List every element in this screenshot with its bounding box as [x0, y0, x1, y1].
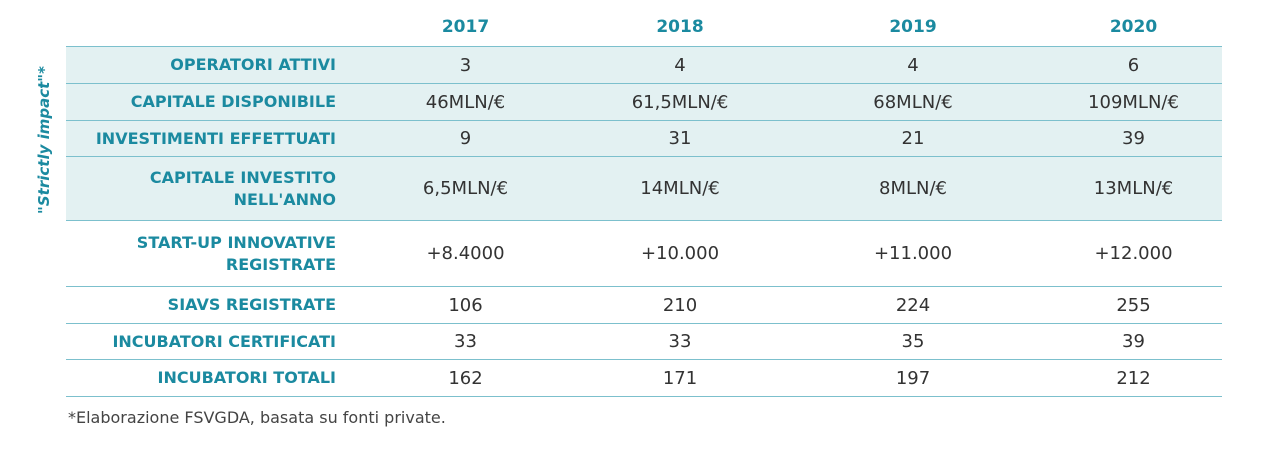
table-row: INCUBATORI TOTALI 162 171 197 212: [66, 359, 1222, 397]
row-label: INCUBATORI CERTIFICATI: [66, 323, 352, 360]
cell-value: 4: [781, 46, 1045, 84]
cell-value: 33: [352, 323, 579, 360]
cell-value: 171: [579, 359, 781, 397]
row-label: INVESTIMENTI EFFETTUATI: [66, 120, 352, 157]
cell-value: 39: [1045, 323, 1222, 360]
year-header: 2019: [889, 16, 937, 37]
table-row: START-UP INNOVATIVE REGISTRATE +8.4000 +…: [66, 220, 1222, 287]
cell-value: 4: [579, 46, 781, 84]
year-header: 2020: [1109, 16, 1158, 37]
cell-value: 9: [352, 120, 579, 157]
row-label: SIAVS REGISTRATE: [66, 286, 352, 324]
table-row: INCUBATORI CERTIFICATI 33 33 35 39: [66, 323, 1222, 360]
cell-value: 109MLN/€: [1045, 83, 1222, 121]
cell-value: 210: [579, 286, 781, 324]
cell-value: 8MLN/€: [781, 156, 1045, 221]
cell-value: 39: [1045, 120, 1222, 157]
row-label: START-UP INNOVATIVE REGISTRATE: [66, 220, 352, 287]
row-label: INCUBATORI TOTALI: [66, 359, 352, 397]
table-row: INVESTIMENTI EFFETTUATI 9 31 21 39: [66, 120, 1222, 157]
table-row: SIAVS REGISTRATE 106 210 224 255: [66, 286, 1222, 324]
cell-value: 31: [579, 120, 781, 157]
cell-value: +12.000: [1045, 220, 1222, 287]
cell-value: 14MLN/€: [579, 156, 781, 221]
footnote: *Elaborazione FSVGDA, basata su fonti pr…: [68, 408, 446, 427]
cell-value: +8.4000: [352, 220, 579, 287]
cell-value: +11.000: [781, 220, 1045, 287]
cell-value: 46MLN/€: [352, 83, 579, 121]
year-header: 2018: [656, 16, 704, 37]
cell-value: 33: [579, 323, 781, 360]
cell-value: 68MLN/€: [781, 83, 1045, 121]
cell-value: 61,5MLN/€: [579, 83, 781, 121]
table-row: CAPITALE DISPONIBILE 46MLN/€ 61,5MLN/€ 6…: [66, 83, 1222, 121]
cell-value: 6: [1045, 46, 1222, 84]
cell-value: +10.000: [579, 220, 781, 287]
year-header: 2017: [441, 16, 490, 37]
data-table: 2017 2018 2019 2020 OPERATORI ATTIVI 3 4…: [66, 7, 1222, 397]
cell-value: 21: [781, 120, 1045, 157]
table-row: OPERATORI ATTIVI 3 4 4 6: [66, 46, 1222, 84]
cell-value: 3: [352, 46, 579, 84]
cell-value: 224: [781, 286, 1045, 324]
cell-value: 162: [352, 359, 579, 397]
header-row: 2017 2018 2019 2020: [66, 7, 1222, 47]
cell-value: 212: [1045, 359, 1222, 397]
row-label: CAPITALE INVESTITO NELL'ANNO: [66, 156, 352, 221]
side-label: "Strictly impact"*: [35, 66, 53, 214]
row-label: CAPITALE DISPONIBILE: [66, 83, 352, 121]
cell-value: 35: [781, 323, 1045, 360]
cell-value: 197: [781, 359, 1045, 397]
cell-value: 13MLN/€: [1045, 156, 1222, 221]
header-empty: [66, 7, 352, 47]
cell-value: 6,5MLN/€: [352, 156, 579, 221]
cell-value: 106: [352, 286, 579, 324]
cell-value: 255: [1045, 286, 1222, 324]
row-label: OPERATORI ATTIVI: [66, 46, 352, 84]
table-row: CAPITALE INVESTITO NELL'ANNO 6,5MLN/€ 14…: [66, 156, 1222, 221]
